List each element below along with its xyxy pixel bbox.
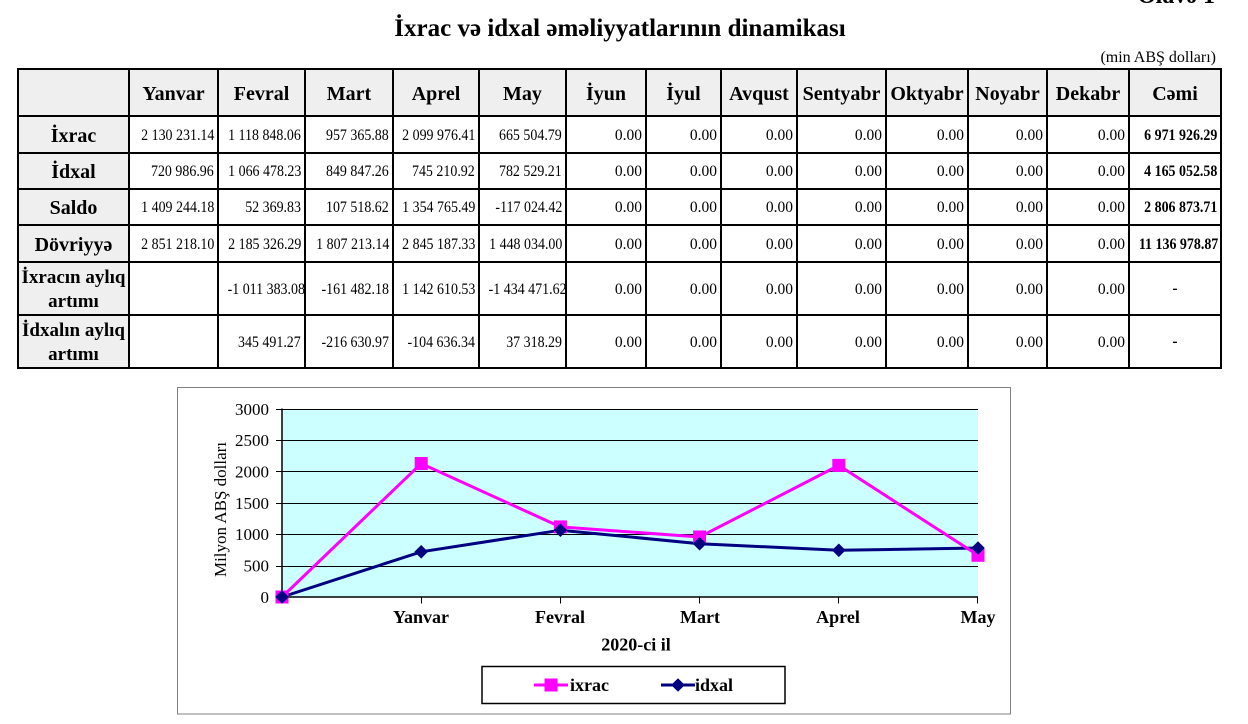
svg-text:2020-ci il: 2020-ci il xyxy=(601,635,671,655)
svg-text:1000: 1000 xyxy=(235,525,269,544)
svg-text:0: 0 xyxy=(261,588,270,607)
svg-text:ixrac: ixrac xyxy=(570,675,609,695)
svg-text:May: May xyxy=(961,607,996,627)
svg-text:Fevral: Fevral xyxy=(535,607,585,627)
svg-text:idxal: idxal xyxy=(695,675,733,695)
svg-text:3000: 3000 xyxy=(235,400,269,419)
svg-text:Yanvar: Yanvar xyxy=(393,607,449,627)
svg-text:Aprel: Aprel xyxy=(816,607,860,627)
svg-text:Mart: Mart xyxy=(680,607,720,627)
svg-text:Milyon ABŞ dolları: Milyon ABŞ dolları xyxy=(211,442,230,577)
svg-text:2000: 2000 xyxy=(235,463,269,482)
svg-text:500: 500 xyxy=(244,557,270,576)
svg-text:2500: 2500 xyxy=(235,431,269,450)
svg-text:1500: 1500 xyxy=(235,494,269,513)
